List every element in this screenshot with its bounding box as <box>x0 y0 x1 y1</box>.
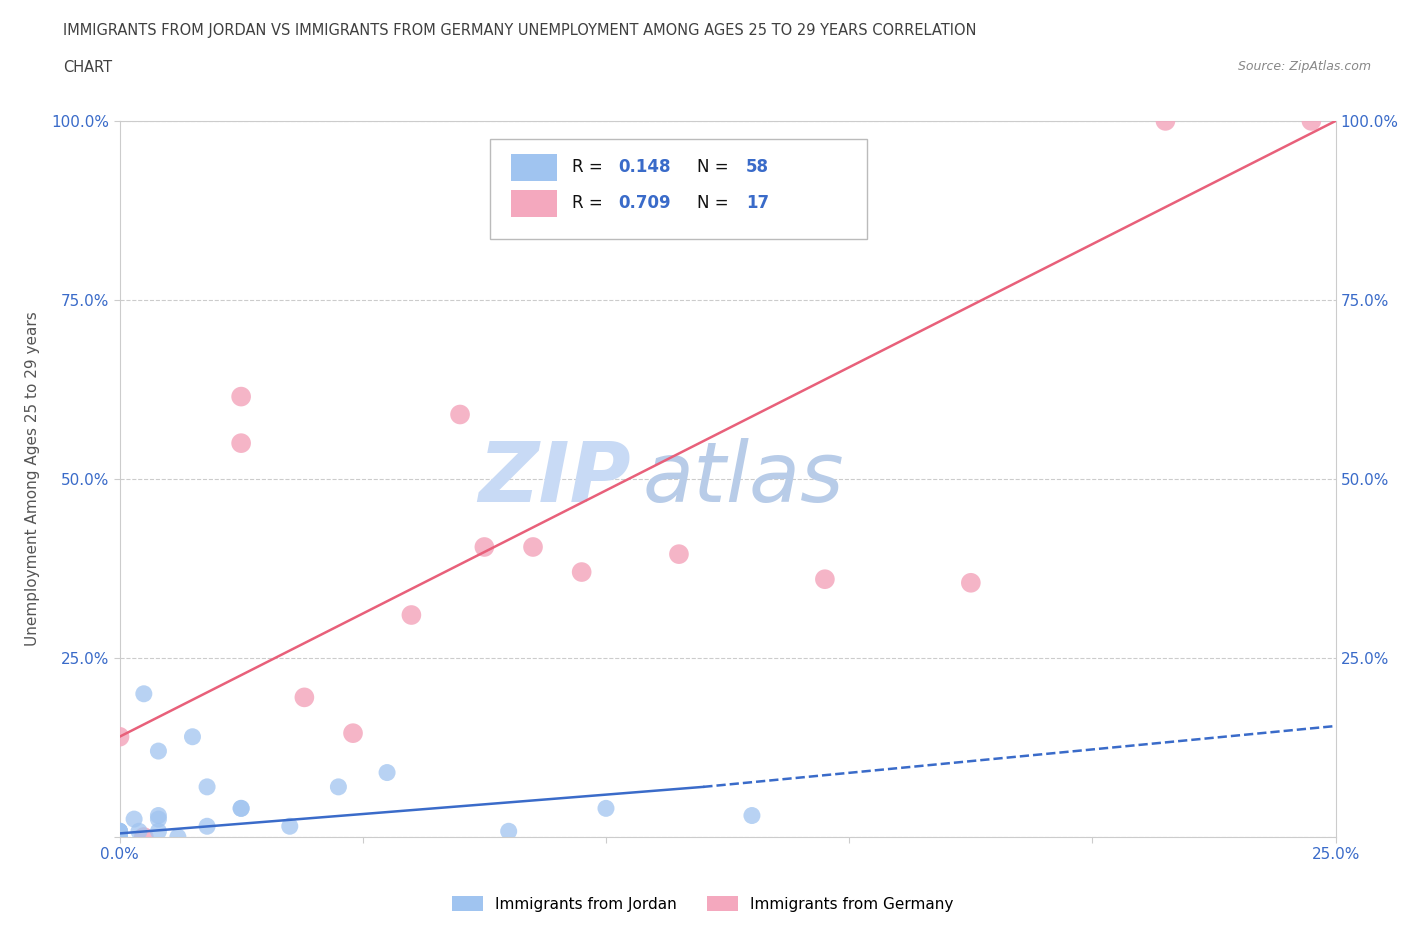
Point <box>231 389 253 404</box>
Point <box>108 830 131 844</box>
Point <box>122 812 145 827</box>
FancyBboxPatch shape <box>512 190 557 217</box>
Point <box>375 765 398 780</box>
Point <box>108 830 131 844</box>
Point <box>108 830 131 844</box>
Point <box>231 435 253 450</box>
Point <box>108 830 131 844</box>
Point <box>148 744 170 759</box>
Point <box>959 576 981 591</box>
FancyBboxPatch shape <box>491 139 868 239</box>
Point <box>108 824 131 839</box>
Point <box>108 830 131 844</box>
Point <box>148 808 170 823</box>
Text: R =: R = <box>572 158 607 177</box>
Y-axis label: Unemployment Among Ages 25 to 29 years: Unemployment Among Ages 25 to 29 years <box>25 312 39 646</box>
Text: ZIP: ZIP <box>478 438 630 520</box>
Point <box>108 830 131 844</box>
Point <box>108 830 131 844</box>
Point <box>231 801 253 816</box>
Point <box>108 830 131 844</box>
Point <box>108 830 131 844</box>
Point <box>148 824 170 839</box>
Point <box>108 830 131 844</box>
Point <box>108 830 131 844</box>
Point <box>342 725 364 740</box>
Point <box>595 801 617 816</box>
Text: 17: 17 <box>745 194 769 212</box>
Text: N =: N = <box>697 194 734 212</box>
Point <box>108 830 131 844</box>
Point <box>148 812 170 827</box>
Point <box>167 830 190 844</box>
Legend: Immigrants from Jordan, Immigrants from Germany: Immigrants from Jordan, Immigrants from … <box>446 889 960 918</box>
Point <box>401 607 423 622</box>
Point <box>108 830 131 844</box>
Point <box>108 830 131 844</box>
Text: 0.148: 0.148 <box>619 158 671 177</box>
Text: R =: R = <box>572 194 607 212</box>
Point <box>292 690 315 705</box>
Point <box>571 565 593 579</box>
Point <box>108 830 131 844</box>
Point <box>449 407 471 422</box>
Point <box>132 686 155 701</box>
Point <box>108 830 131 844</box>
Point <box>108 830 131 844</box>
Point <box>108 830 131 844</box>
FancyBboxPatch shape <box>512 153 557 181</box>
Point <box>1154 113 1177 128</box>
Point <box>814 572 837 587</box>
Point <box>741 808 763 823</box>
Point <box>108 830 131 844</box>
Point <box>328 779 350 794</box>
Point <box>108 830 131 844</box>
Point <box>195 779 218 794</box>
Point <box>108 729 131 744</box>
Point <box>108 830 131 844</box>
Point <box>128 824 150 839</box>
Point <box>108 830 131 844</box>
Point <box>108 830 131 844</box>
Text: IMMIGRANTS FROM JORDAN VS IMMIGRANTS FROM GERMANY UNEMPLOYMENT AMONG AGES 25 TO : IMMIGRANTS FROM JORDAN VS IMMIGRANTS FRO… <box>63 23 977 38</box>
Text: Source: ZipAtlas.com: Source: ZipAtlas.com <box>1237 60 1371 73</box>
Point <box>498 824 520 839</box>
Point <box>181 729 204 744</box>
Point <box>108 830 131 844</box>
Point <box>108 824 131 839</box>
Point <box>108 830 131 844</box>
Point <box>668 547 690 562</box>
Point <box>108 830 131 844</box>
Text: atlas: atlas <box>643 438 844 520</box>
Point <box>108 830 131 844</box>
Point <box>108 830 131 844</box>
Point <box>1301 113 1323 128</box>
Point <box>108 830 131 844</box>
Point <box>231 801 253 816</box>
Point <box>108 830 131 844</box>
Point <box>195 818 218 833</box>
Text: CHART: CHART <box>63 60 112 75</box>
Point <box>108 830 131 844</box>
Text: N =: N = <box>697 158 734 177</box>
Text: 58: 58 <box>745 158 769 177</box>
Point <box>108 830 131 844</box>
Point <box>278 818 301 833</box>
Point <box>668 214 690 229</box>
Point <box>132 830 155 844</box>
Point <box>108 824 131 839</box>
Point <box>472 539 496 554</box>
Point <box>108 830 131 844</box>
Point <box>108 830 131 844</box>
Point <box>108 830 131 844</box>
Text: 0.709: 0.709 <box>619 194 671 212</box>
Point <box>108 824 131 839</box>
Point <box>522 539 544 554</box>
